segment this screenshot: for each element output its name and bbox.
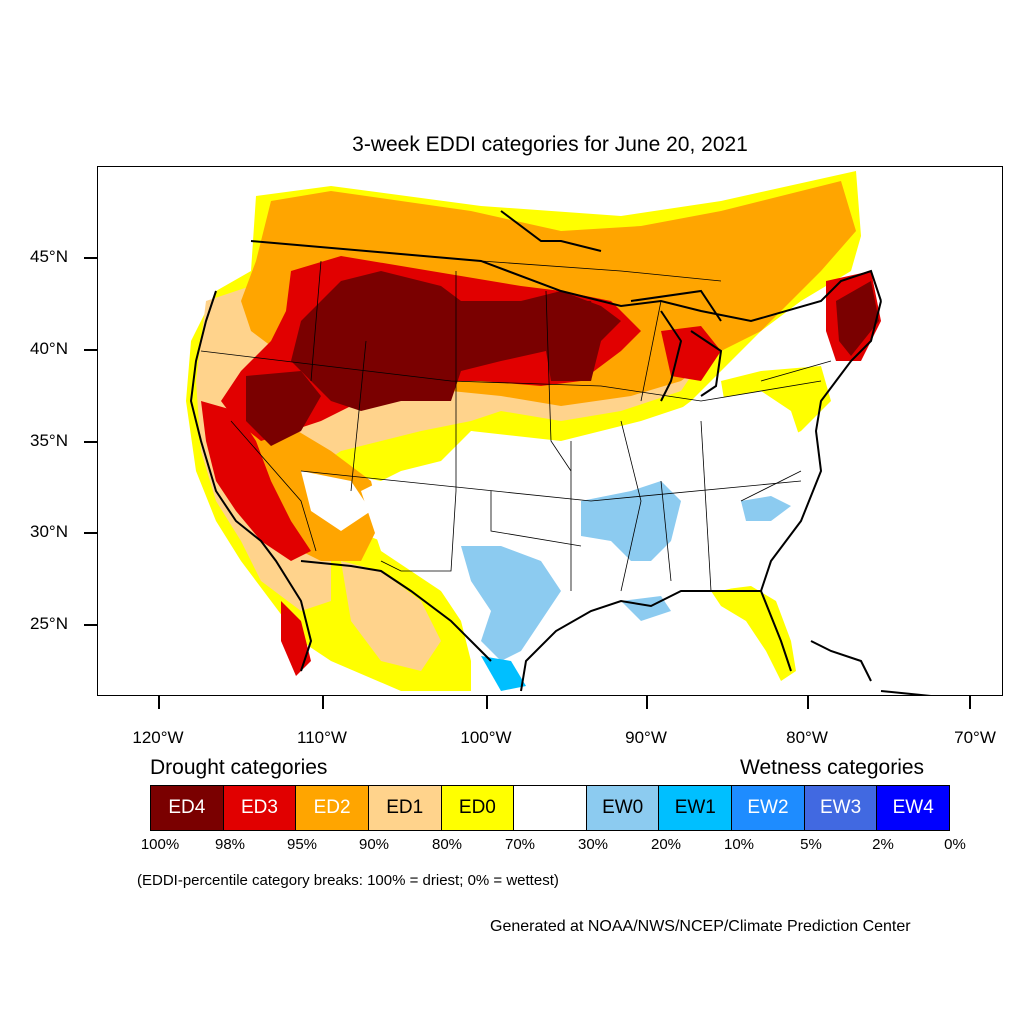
- legend-seg-ed4: ED4: [151, 786, 224, 830]
- ew0-arkansas: [581, 481, 681, 561]
- lon-tick-100: [486, 696, 488, 709]
- state-boundaries: [200, 240, 832, 592]
- lat-tick-25: [84, 624, 97, 626]
- lon-tick-110: [322, 696, 324, 709]
- breaks-note: (EDDI-percentile category breaks: 100% =…: [137, 872, 559, 889]
- normal-utah: [301, 471, 371, 531]
- ed0-florida: [711, 586, 796, 681]
- drought-heading: Drought categories: [150, 756, 328, 779]
- lon-tick-80: [807, 696, 809, 709]
- eddi-map: [97, 166, 1003, 696]
- coastlines: [189, 210, 882, 692]
- caribbean-islands: [810, 640, 932, 695]
- ed1-mexico: [341, 561, 441, 671]
- lat-label-25: 25°N: [30, 614, 68, 633]
- credit-line: Generated at NOAA/NWS/NCEP/Climate Predi…: [490, 918, 911, 935]
- ed4-great-basin: [246, 371, 321, 446]
- break-label: 30%: [577, 836, 609, 853]
- legend-seg-ew0: EW0: [586, 786, 660, 830]
- break-label: 5%: [800, 836, 822, 853]
- ed3-california: [201, 401, 311, 561]
- lat-tick-40: [84, 349, 97, 351]
- break-label: 20%: [650, 836, 682, 853]
- ew0-texas: [461, 546, 561, 661]
- page-title: 3-week EDDI categories for June 20, 2021: [352, 133, 748, 156]
- lon-tick-70: [969, 696, 971, 709]
- lat-tick-45: [84, 257, 97, 259]
- ed3-baja: [281, 601, 311, 676]
- lon-label-90: 90°W: [625, 728, 667, 747]
- lat-label-30: 30°N: [30, 522, 68, 541]
- lon-label-80: 80°W: [786, 728, 828, 747]
- lat-tick-35: [84, 441, 97, 443]
- legend-seg-ew1: EW1: [659, 786, 733, 830]
- ed3-michigan: [661, 326, 721, 381]
- wetness-heading: Wetness categories: [740, 756, 925, 779]
- legend-seg-ed1: ED1: [368, 786, 442, 830]
- break-label: 2%: [872, 836, 894, 853]
- legend-seg-ew3: EW3: [804, 786, 878, 830]
- ed4-maine: [836, 281, 879, 356]
- legend-seg-ed0: ED0: [441, 786, 515, 830]
- lat-label-45: 45°N: [30, 247, 68, 266]
- break-label: 98%: [214, 836, 246, 853]
- break-label: 95%: [286, 836, 318, 853]
- lon-label-70: 70°W: [954, 728, 996, 747]
- legend-seg-ew2: EW2: [732, 786, 805, 830]
- lat-label-40: 40°N: [30, 339, 68, 358]
- ew1-south-texas: [481, 656, 526, 691]
- break-label: 90%: [358, 836, 390, 853]
- legend-seg-ed3: ED3: [223, 786, 297, 830]
- map-canvas: [186, 171, 932, 695]
- break-label: 10%: [723, 836, 755, 853]
- break-label: 100%: [140, 836, 180, 853]
- legend-seg-ed2: ED2: [296, 786, 369, 830]
- legend-seg-ew4: EW4: [877, 786, 950, 830]
- break-label: 80%: [431, 836, 463, 853]
- lon-label-100: 100°W: [460, 728, 512, 747]
- break-label: 0%: [944, 836, 966, 853]
- lon-label-120: 120°W: [132, 728, 184, 747]
- ew0-carolinas: [741, 496, 791, 521]
- legend-colorbar: ED4 ED3 ED2 ED1 ED0 EW0 EW1 EW2 EW3 EW4: [150, 785, 950, 831]
- lon-tick-120: [158, 696, 160, 709]
- normal-region: [361, 391, 821, 691]
- ed4-nebraska: [541, 301, 601, 381]
- lat-label-35: 35°N: [30, 431, 68, 450]
- legend-seg-normal: [514, 786, 587, 830]
- lon-tick-90: [646, 696, 648, 709]
- break-label: 70%: [504, 836, 536, 853]
- lat-tick-30: [84, 532, 97, 534]
- lon-label-110: 110°W: [297, 728, 347, 747]
